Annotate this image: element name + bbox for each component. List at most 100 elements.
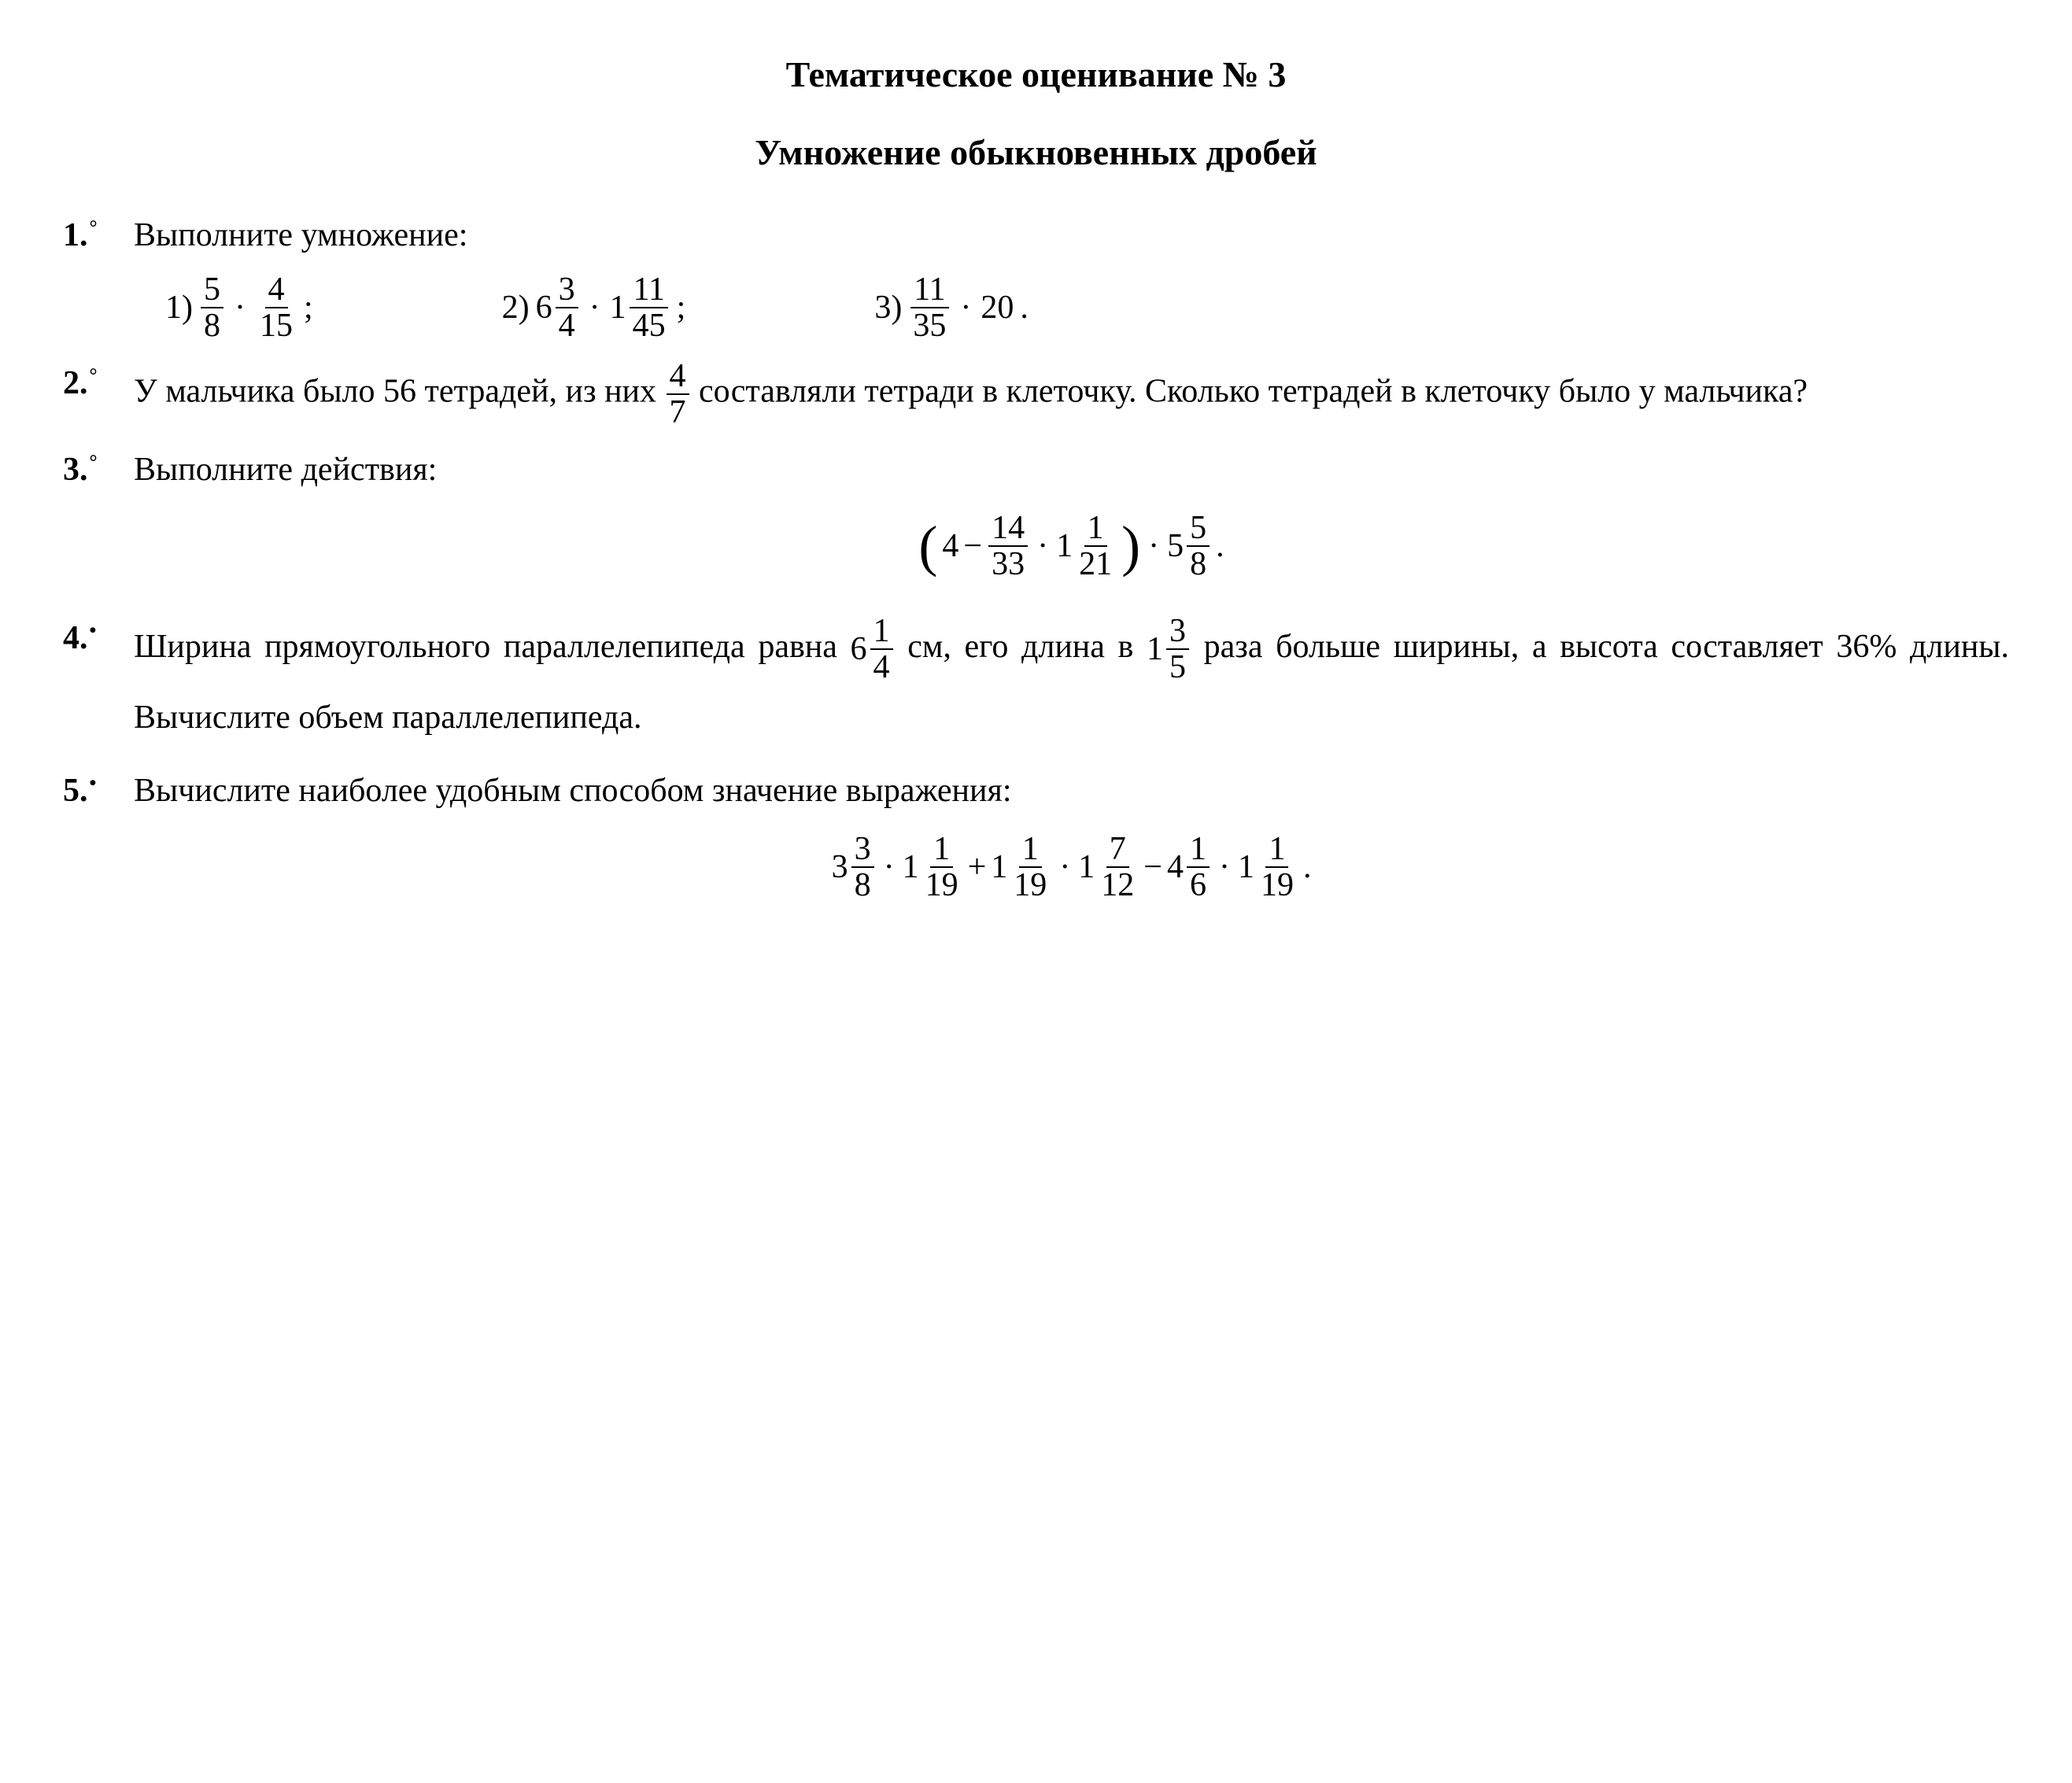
p5-marker: • [90, 773, 97, 794]
den: 6 [1187, 868, 1210, 903]
num: 3 [851, 832, 874, 868]
p3-expression: ( 4 − 1433 · 1121 ) · 558 . [134, 511, 2009, 581]
whole: 3 [832, 843, 848, 892]
den: 5 [1166, 650, 1189, 685]
den: 19 [1258, 868, 1297, 903]
problem-4-body: Ширина прямоугольного параллелепипеда ра… [134, 614, 2009, 751]
p4-t2: см, его длина в [907, 629, 1147, 665]
problem-3-body: Выполните действия: ( 4 − 1433 · 1121 ) … [134, 445, 2009, 597]
p5-a: 338 [832, 832, 876, 903]
p1-sub3-frac-a: 1135 [910, 272, 949, 343]
p1-sub2: 2) 634 · 11145 ; [502, 272, 686, 343]
problem-3-number: 3.° [63, 445, 134, 495]
num: 1 [930, 832, 953, 868]
p5-expression: 338 · 1119 + 1119 · 1712 − 416 · 1119 . [134, 832, 2009, 903]
mult-dot: · [960, 283, 971, 333]
den: 12 [1098, 868, 1137, 903]
den: 8 [851, 868, 874, 903]
num: 5 [201, 272, 223, 308]
problem-3: 3.° Выполните действия: ( 4 − 1433 · 112… [63, 445, 2009, 597]
whole: 1 [1056, 522, 1073, 571]
mult-dot: · [884, 843, 895, 892]
tail: ; [677, 283, 686, 333]
p3-four: 4 [942, 522, 958, 571]
problem-4: 4.• Ширина прямоугольного параллелепипед… [63, 614, 2009, 751]
p5-f: 1119 [1238, 832, 1298, 903]
num: 1 [1084, 511, 1107, 547]
p3-marker: ° [90, 452, 98, 473]
p4-width: 614 [851, 614, 895, 685]
den: 35 [910, 308, 949, 343]
whole: 1 [610, 283, 626, 333]
p5-e: 416 [1167, 832, 1211, 903]
p1-subparts: 1) 58 · 415 ; 2) 634 · 11145 ; 3) 1135 ·… [165, 272, 2009, 343]
p3-mixed-c: 558 [1167, 511, 1211, 581]
p5-num: 5. [63, 773, 88, 809]
whole: 5 [1167, 522, 1184, 571]
problem-1-number: 1.° [63, 211, 134, 260]
p1-sub1-frac-b: 415 [257, 272, 296, 343]
num: 3 [1166, 614, 1189, 650]
whole: 1 [1078, 843, 1095, 892]
p1-sub3-int: 20 [981, 283, 1014, 333]
problem-5-body: Вычислите наиболее удобным способом знач… [134, 766, 2009, 918]
rparen: ) [1121, 518, 1140, 574]
p1-sub1-label: 1) [165, 283, 193, 333]
problem-5: 5.• Вычислите наиболее удобным способом … [63, 766, 2009, 918]
den: 19 [922, 868, 962, 903]
p1-text: Выполните умножение: [134, 217, 467, 253]
num: 1 [1187, 832, 1210, 868]
p2-marker: ° [90, 365, 98, 386]
mult-dot: · [235, 283, 246, 333]
num: 1 [1019, 832, 1042, 868]
page-title: Тематическое оценивание № 3 [63, 47, 2009, 102]
den: 4 [556, 308, 578, 343]
num: 7 [1106, 832, 1129, 868]
p2-pre: У мальчика было 56 тетрадей, из них [134, 374, 665, 410]
p4-length-factor: 135 [1147, 614, 1191, 685]
den: 19 [1010, 868, 1050, 903]
num: 3 [556, 272, 578, 308]
mult-dot: · [589, 283, 600, 333]
problem-5-number: 5.• [63, 766, 134, 816]
p4-num: 4. [63, 620, 88, 656]
whole: 1 [991, 843, 1007, 892]
problem-2-number: 2.° [63, 359, 134, 408]
num: 14 [988, 511, 1028, 547]
den: 8 [1187, 547, 1210, 581]
p1-sub2-label: 2) [502, 283, 530, 333]
p2-frac: 47 [665, 359, 691, 430]
p1-sub3: 3) 1135 · 20 . [874, 272, 1029, 343]
whole: 4 [1167, 843, 1184, 892]
den: 4 [870, 650, 893, 685]
num: 1 [870, 614, 893, 650]
whole: 6 [536, 283, 552, 333]
p2-num: 2. [63, 365, 88, 401]
minus: − [1143, 843, 1162, 892]
p3-text: Выполните действия: [134, 452, 437, 488]
tail: . [1216, 522, 1224, 571]
page-subtitle: Умножение обыкновенных дробей [63, 125, 2009, 179]
p1-sub2-mixed-b: 11145 [610, 272, 670, 343]
num: 1 [1265, 832, 1288, 868]
p5-text: Вычислите наиболее удобным способом знач… [134, 766, 2009, 816]
problem-2: 2.° У мальчика было 56 тетрадей, из них … [63, 359, 2009, 430]
problem-1: 1.° Выполните умножение: 1) 58 · 415 ; 2… [63, 211, 2009, 343]
num: 11 [910, 272, 948, 308]
den: 45 [630, 308, 669, 343]
p1-sub1-frac-a: 58 [201, 272, 223, 343]
p1-sub2-mixed-a: 634 [536, 272, 580, 343]
plus: + [968, 843, 987, 892]
den: 33 [988, 547, 1028, 581]
p1-num: 1. [63, 217, 88, 253]
whole: 1 [1238, 843, 1254, 892]
minus: − [963, 522, 982, 571]
lparen: ( [918, 518, 937, 574]
p1-marker: ° [90, 217, 98, 238]
p3-num: 3. [63, 452, 88, 488]
p5-b: 1119 [903, 832, 963, 903]
whole: 1 [1147, 616, 1163, 682]
p4-marker: • [90, 620, 97, 641]
num: 4 [667, 359, 689, 395]
mult-dot: · [1059, 843, 1070, 892]
